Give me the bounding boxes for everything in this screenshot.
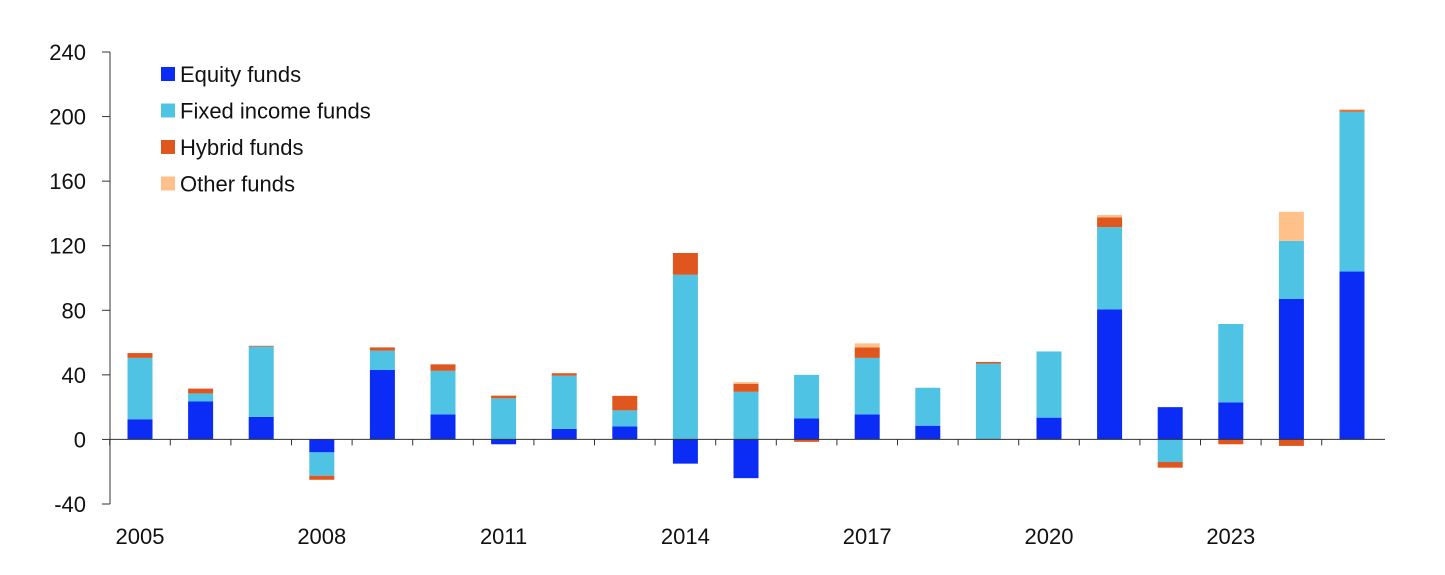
bar-equity-funds-2023 (1218, 402, 1244, 440)
bar-equity-funds-2010 (430, 414, 456, 440)
legend-swatch (161, 176, 175, 191)
bar-hybrid-funds-2019 (975, 361, 1001, 364)
bar-equity-funds-2012 (551, 428, 577, 440)
bar-fixed-income-funds-2018 (915, 387, 941, 426)
legend-swatch (161, 103, 175, 118)
bar-fixed-income-funds-2013 (612, 410, 638, 427)
bar-hybrid-funds-2013 (612, 395, 638, 411)
legend-swatch (161, 67, 175, 81)
y-tick-label: 200 (49, 105, 86, 130)
bar-fixed-income-funds-2020 (1036, 351, 1062, 418)
bar-fixed-income-funds-2012 (551, 375, 577, 429)
bar-equity-funds-2022 (1157, 407, 1183, 440)
bar-fixed-income-funds-2025 (1339, 111, 1365, 272)
bar-equity-funds-2021 (1097, 309, 1123, 440)
bar-equity-funds-2017 (854, 414, 880, 440)
bar-hybrid-funds-2017 (854, 347, 880, 358)
bar-hybrid-funds-2014 (672, 252, 698, 275)
legend-swatch (161, 140, 175, 154)
legend-label: Fixed income funds (180, 99, 371, 124)
bar-fixed-income-funds-2019 (975, 363, 1001, 440)
bars (127, 109, 1365, 480)
bar-equity-funds-2018 (915, 425, 941, 440)
bar-fixed-income-funds-2009 (369, 350, 395, 371)
bar-hybrid-funds-2007 (248, 345, 274, 347)
y-tick-label: 120 (49, 234, 86, 259)
bar-fixed-income-funds-2017 (854, 357, 880, 415)
legend: Equity funds Fixed income funds Hybrid fun… (161, 62, 371, 197)
y-axis: 240 200 160 120 80 40 0 -40 (49, 40, 111, 517)
bar-hybrid-funds-2006 (188, 388, 214, 394)
x-axis: 2005 2008 2011 2014 2017 2020 2023 (109, 438, 1385, 549)
bar-other-funds-2015 (733, 382, 759, 384)
x-tick-label: 2005 (116, 524, 165, 549)
legend-label: Other funds (180, 172, 295, 197)
bar-equity-funds-2011 (491, 439, 517, 445)
y-tick-label: 40 (62, 363, 86, 388)
y-tick-label: -40 (54, 492, 86, 517)
bar-fixed-income-funds-2021 (1097, 227, 1123, 310)
bar-hybrid-funds-2011 (491, 395, 517, 399)
bar-fixed-income-funds-2016 (794, 374, 820, 419)
x-tick-label: 2017 (843, 524, 892, 549)
bar-fixed-income-funds-2008 (309, 452, 335, 476)
bar-equity-funds-2007 (248, 416, 274, 440)
bar-fixed-income-funds-2007 (248, 346, 274, 417)
bar-equity-funds-2024 (1278, 298, 1304, 440)
bar-fixed-income-funds-2022 (1157, 439, 1183, 463)
legend-label: Hybrid funds (180, 135, 304, 160)
x-tick-label: 2011 (480, 524, 527, 549)
bar-equity-funds-2009 (369, 370, 395, 440)
bar-fixed-income-funds-2014 (672, 274, 698, 440)
bar-equity-funds-2005 (127, 419, 153, 440)
x-tick-label: 2008 (297, 524, 346, 549)
x-tick-label: 2014 (661, 524, 710, 549)
bar-other-funds-2011 (491, 395, 517, 396)
bar-fixed-income-funds-2024 (1278, 240, 1304, 299)
bar-equity-funds-2014 (672, 439, 698, 464)
x-tick-label: 2020 (1025, 524, 1074, 549)
bar-equity-funds-2020 (1036, 417, 1062, 440)
bar-equity-funds-2016 (794, 418, 820, 440)
bar-hybrid-funds-2025 (1339, 110, 1365, 112)
bar-equity-funds-2015 (733, 439, 759, 479)
bar-hybrid-funds-2021 (1097, 217, 1123, 228)
bar-hybrid-funds-2005 (127, 353, 153, 358)
y-tick-label: 80 (62, 298, 86, 323)
legend-label: Equity funds (180, 62, 301, 87)
bar-fixed-income-funds-2015 (733, 391, 759, 440)
bar-hybrid-funds-2024 (1278, 439, 1304, 446)
bar-fixed-income-funds-2011 (491, 398, 517, 440)
bar-hybrid-funds-2023 (1218, 439, 1244, 445)
bar-equity-funds-2025 (1339, 271, 1365, 440)
bar-fixed-income-funds-2023 (1218, 324, 1244, 403)
y-tick-label: 240 (49, 40, 86, 65)
bar-other-funds-2017 (854, 343, 880, 348)
bar-other-funds-2025 (1339, 109, 1365, 111)
bar-hybrid-funds-2015 (733, 383, 759, 392)
bar-equity-funds-2008 (309, 439, 335, 453)
y-tick-label: 160 (49, 169, 86, 194)
bar-hybrid-funds-2009 (369, 347, 395, 351)
bar-equity-funds-2013 (612, 426, 638, 440)
bar-other-funds-2021 (1097, 215, 1123, 218)
bar-hybrid-funds-2010 (430, 364, 456, 371)
y-tick-label: 0 (74, 427, 86, 452)
bar-hybrid-funds-2008 (309, 475, 335, 480)
bar-hybrid-funds-2012 (551, 373, 577, 376)
bar-hybrid-funds-2022 (1157, 462, 1183, 468)
x-tick-label: 2023 (1206, 524, 1255, 549)
bar-fixed-income-funds-2010 (430, 370, 456, 415)
bar-other-funds-2024 (1278, 211, 1304, 241)
bar-fixed-income-funds-2006 (188, 393, 214, 402)
bar-fixed-income-funds-2005 (127, 357, 153, 420)
bar-equity-funds-2006 (188, 401, 214, 440)
bar-hybrid-funds-2016 (794, 439, 820, 442)
